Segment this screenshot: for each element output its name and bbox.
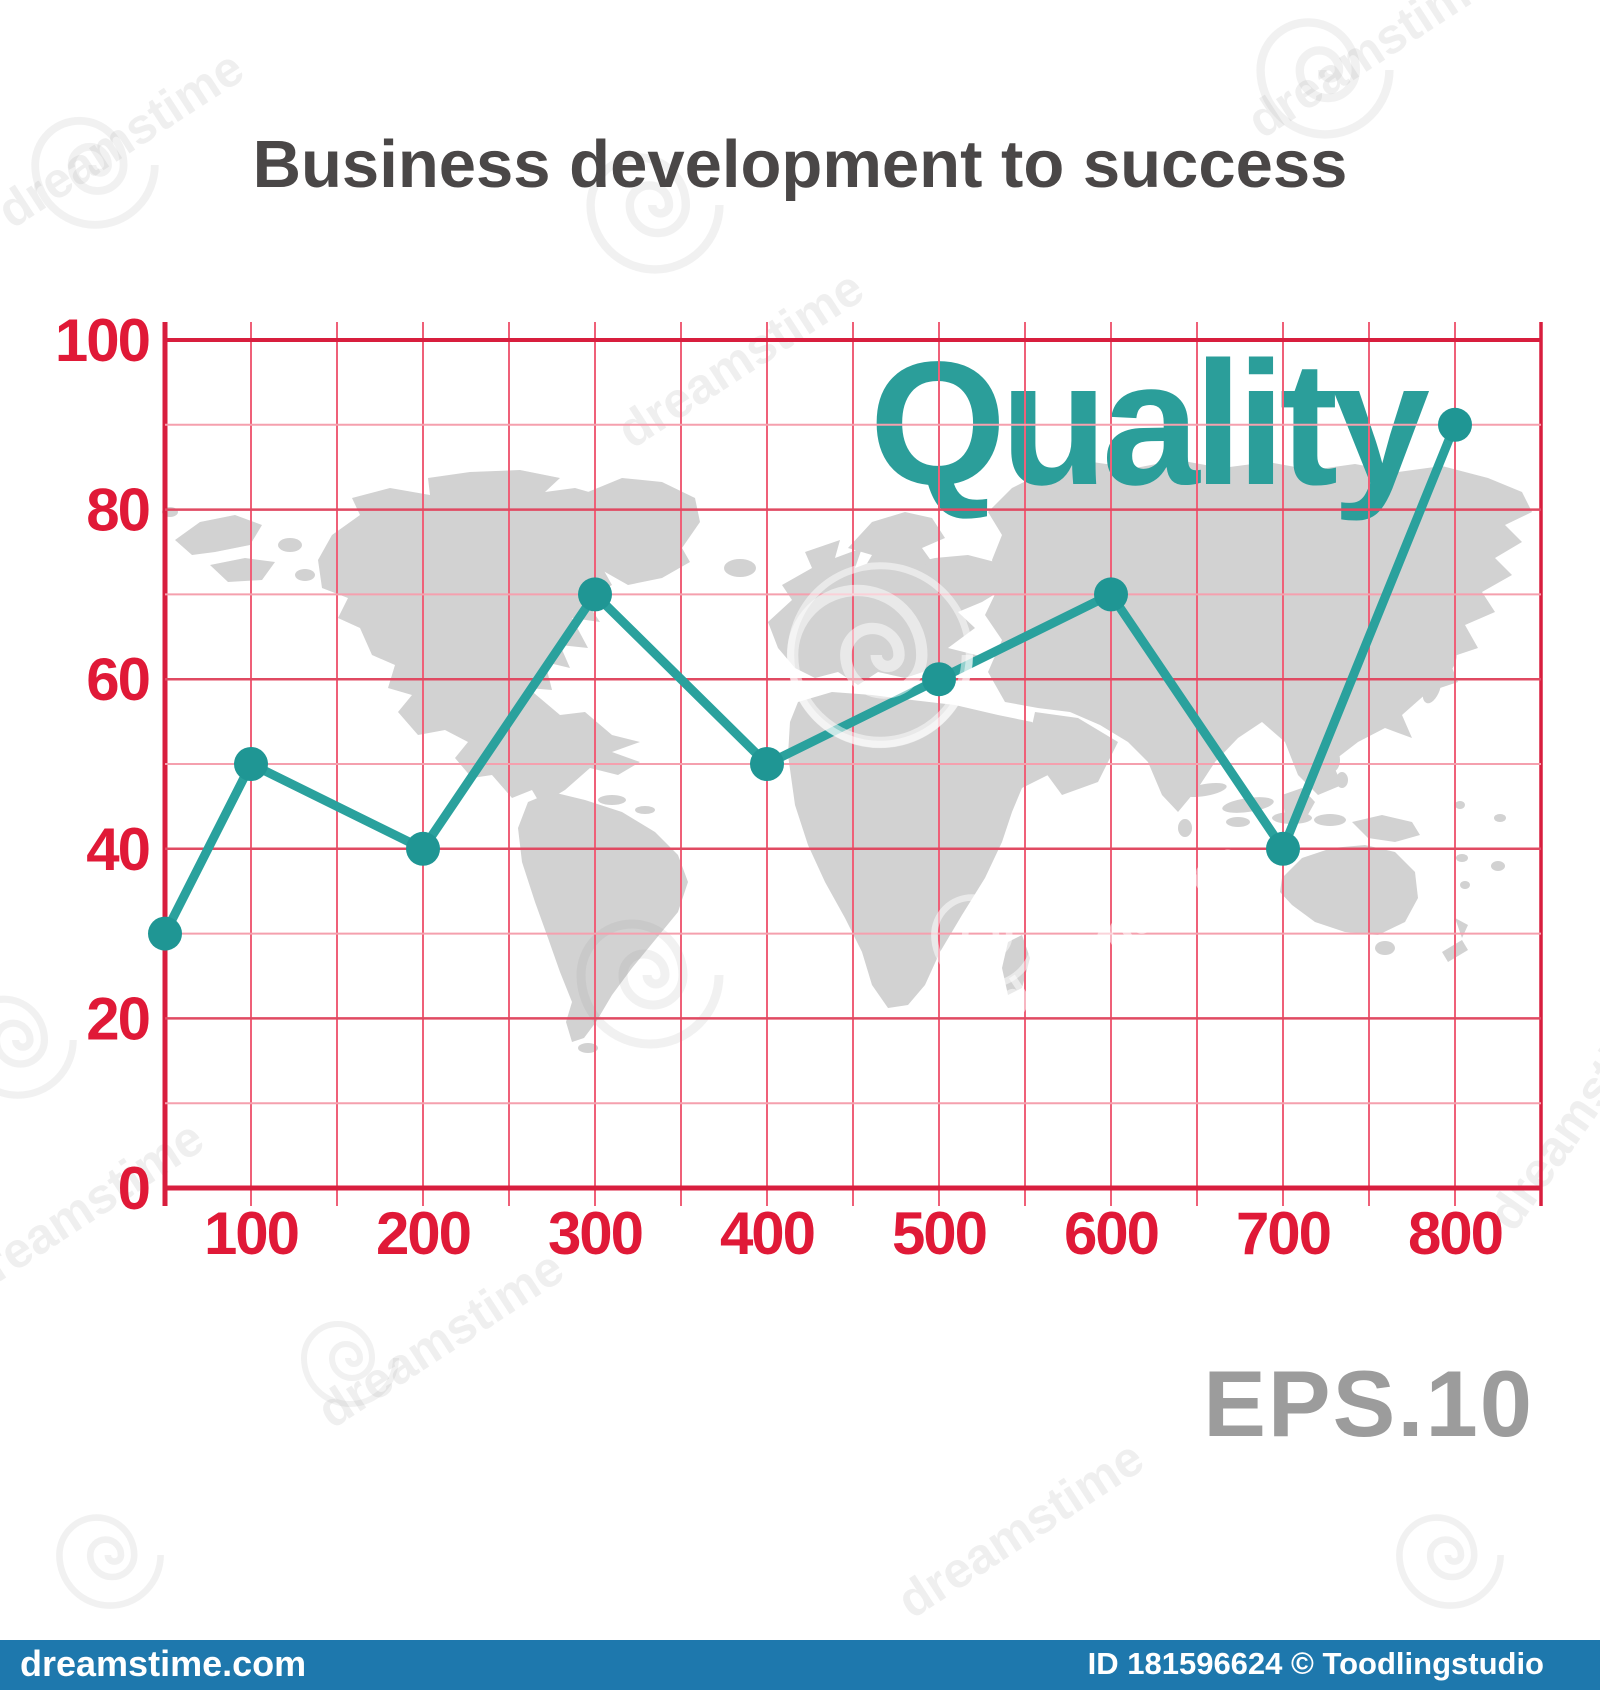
y-axis-tick-label: 80	[86, 477, 149, 544]
grid	[162, 322, 1543, 1206]
data-point	[922, 662, 956, 697]
y-axis-tick-label: 60	[86, 646, 149, 713]
data-point	[1266, 831, 1300, 866]
x-axis-tick-label: 800	[1408, 1200, 1502, 1267]
quality-series	[148, 407, 1472, 951]
x-axis-tick-label: 200	[376, 1200, 470, 1267]
x-axis-tick-label: 600	[1064, 1200, 1158, 1267]
y-axis-tick-label: 40	[86, 816, 149, 883]
data-point	[1438, 407, 1472, 442]
y-axis-tick-label: 20	[86, 985, 149, 1052]
axis-tick-labels: 0 20 40 60 80 100 100 200 300 400 500 600 700 800	[55, 307, 1504, 1267]
data-point	[406, 831, 440, 866]
page-title: Business development to success	[252, 127, 1348, 202]
data-point	[578, 577, 612, 612]
x-axis-tick-label: 300	[548, 1200, 642, 1267]
x-axis-tick-label: 700	[1236, 1200, 1330, 1267]
x-axis-tick-label: 500	[892, 1200, 986, 1267]
dreamstime-spiral-watermark	[785, 560, 975, 750]
y-axis-tick-label: 100	[55, 307, 149, 374]
data-point	[750, 747, 784, 781]
image-credit: ID 181596624 © Toodlingstudio	[1087, 1646, 1544, 1681]
dreamstime-footer-bar: dreamstime.com ID 181596624 © Toodlingst…	[0, 1640, 1600, 1690]
data-point	[1094, 577, 1128, 612]
eps-version-label: EPS.10	[1203, 1351, 1534, 1456]
x-axis-tick-label: 100	[204, 1200, 298, 1267]
data-point	[148, 916, 182, 951]
x-axis-tick-label: 400	[720, 1200, 814, 1267]
data-point	[234, 747, 268, 781]
dreamstime-logo[interactable]: dreamstime.com	[20, 1643, 307, 1684]
y-axis-tick-label: 0	[118, 1155, 149, 1222]
